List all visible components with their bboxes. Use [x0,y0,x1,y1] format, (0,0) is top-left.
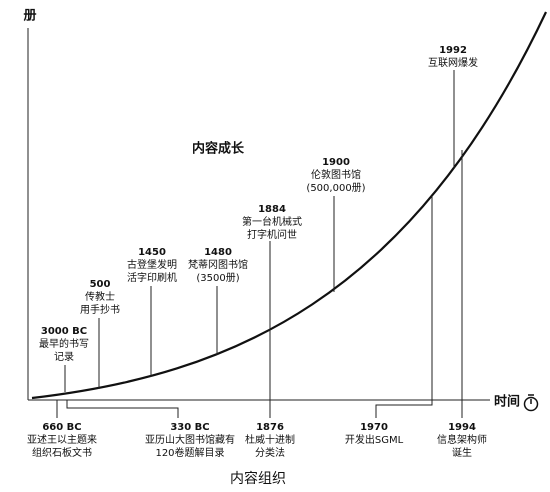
event-year: 500 [90,279,111,290]
curve-label: 内容成长 [192,141,245,157]
event-text: 杜威十进制 [245,433,295,446]
growth-curve [31,11,547,400]
event-year: 1994 [448,422,476,433]
event-year: 330 BC [170,422,209,433]
event-text: 最早的书写 [39,337,89,350]
event-text: 亚历山大图书馆藏有 [145,433,235,446]
event-year: 660 BC [42,422,81,433]
event-text: 古登堡发明 [127,258,177,271]
y-axis-label: 册 [23,9,36,24]
event-text: 信息架构师 [437,433,487,446]
event-text: 分类法 [255,446,285,459]
event-year: 1992 [439,45,467,56]
event-year: 1884 [258,204,286,215]
event-text: 记录 [54,351,74,363]
event-text: 伦敦图书馆 [311,168,361,181]
caption: 内容组织 [230,470,286,487]
event-year: 3000 BC [41,326,87,337]
event-text: 组织石板文书 [32,446,92,459]
event-year: 1450 [138,247,166,258]
event-text: 活字印刷机 [127,271,177,284]
stopwatch-icon [523,394,539,412]
event-text: 第一台机械式 [242,215,302,228]
event-year: 1876 [256,422,284,433]
connectors [56,70,463,418]
x-axis-label: 时间 [494,394,520,410]
event-year: 1970 [360,422,388,433]
event-year: 1480 [204,247,232,258]
event-text: 梵蒂冈图书馆 [188,258,248,271]
event-text: 开发出SGML [345,433,404,446]
event-text: 亚述王以主题来 [27,434,97,446]
event-text: 打字机问世 [247,228,297,241]
event-text: 120卷题解目录 [155,446,224,459]
event-text: 用手抄书 [80,303,120,316]
event-text: (500,000册) [306,183,365,194]
event-text: 互联网爆发 [428,56,478,69]
event-text: (3500册) [196,273,239,284]
event-text: 传教士 [85,290,115,303]
event-text: 诞生 [452,446,472,459]
event-year: 1900 [322,157,350,168]
